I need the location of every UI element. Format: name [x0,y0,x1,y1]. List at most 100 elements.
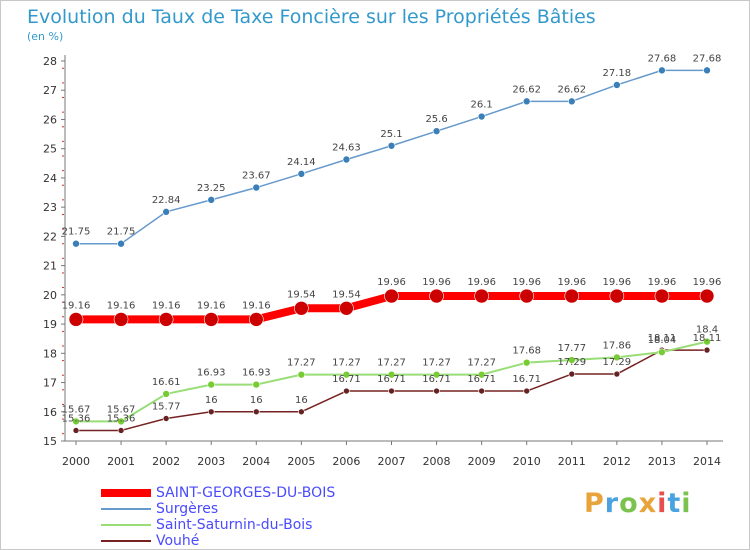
legend-item-surgeres: Surgères [101,501,421,517]
data-label-vouhe: 16.71 [422,374,451,385]
data-label-saint-georges: 19.96 [603,277,632,288]
data-point-surgeres [432,127,441,135]
data-point-saint-georges [384,288,399,304]
data-point-saint-saturnin [567,356,576,364]
y-tick-label: 23 [43,201,57,214]
data-point-saint-saturnin [207,380,216,389]
legend-label: SAINT-GEORGES-DU-BOIS [156,485,336,501]
data-label-vouhe: 16 [295,395,308,406]
y-tick-label: 27 [43,84,57,97]
legend-item-saint-georges: SAINT-GEORGES-DU-BOIS [101,485,421,501]
data-point-surgeres [207,196,216,204]
data-point-surgeres [117,239,125,248]
brand-letter: P [584,488,605,519]
x-tick-label: 2011 [558,455,586,468]
data-label-saint-saturnin: 15.67 [107,404,136,415]
x-tick-label: 2002 [152,455,180,468]
data-point-vouhe [613,370,621,378]
x-tick-label: 2014 [693,455,721,468]
x-tick-label: 2000 [62,455,90,468]
data-point-vouhe [523,387,531,395]
data-point-vouhe [433,387,440,395]
legend-swatch [101,540,151,542]
y-tick-label: 18 [43,347,57,360]
data-point-surgeres [477,112,486,121]
brand-letter: o [619,488,639,519]
legend-item-vouhe: Vouhé [101,533,421,549]
brand-letter: r [604,488,620,519]
data-point-vouhe [72,427,80,434]
data-label-vouhe: 17.29 [557,357,586,368]
data-label-saint-saturnin: 17.68 [512,346,541,357]
data-point-saint-georges [68,312,84,327]
legend-label: Surgères [156,501,219,517]
y-tick-label: 28 [43,55,57,68]
data-point-saint-georges [564,288,580,304]
data-point-saint-georges [248,312,264,327]
brand-letter: i [681,488,692,519]
data-point-surgeres [297,170,306,178]
data-point-surgeres [522,97,531,106]
data-point-surgeres [252,183,261,192]
x-tick-label: 2012 [603,455,631,468]
data-label-saint-georges: 19.96 [648,277,677,288]
y-tick-label: 25 [43,143,57,156]
data-point-vouhe [703,346,711,354]
data-point-saint-georges [474,288,489,304]
data-point-surgeres [387,141,396,150]
data-point-saint-georges [519,288,535,304]
y-tick-label: 16 [43,406,57,419]
data-point-saint-georges [113,312,129,327]
data-label-surgeres: 26.62 [512,84,541,95]
data-label-saint-saturnin: 17.27 [377,358,406,369]
data-label-vouhe: 15.36 [62,413,91,424]
y-tick-label: 20 [43,289,57,302]
x-tick-label: 2003 [197,455,225,468]
data-label-vouhe: 16.71 [467,374,496,385]
data-label-surgeres: 26.62 [557,84,586,95]
data-label-saint-georges: 19.16 [242,300,271,311]
data-label-saint-georges: 19.54 [332,289,361,300]
y-tick-label: 19 [43,318,57,331]
x-tick-label: 2005 [287,455,315,468]
data-label-vouhe: 18.11 [648,333,677,344]
data-label-surgeres: 24.14 [287,157,316,168]
data-point-surgeres [703,66,711,75]
data-point-saint-saturnin [162,390,170,398]
data-point-saint-saturnin [252,380,261,389]
data-label-surgeres: 21.75 [62,227,91,238]
data-point-vouhe [252,408,260,416]
y-tick-label: 24 [43,172,57,185]
legend-swatch [101,524,151,526]
data-label-vouhe: 16.71 [332,374,361,385]
data-label-surgeres: 25.6 [425,114,447,125]
data-label-saint-saturnin: 17.86 [603,340,632,351]
data-point-vouhe [162,415,170,422]
y-tick-label: 15 [43,435,57,448]
legend-item-saint-saturnin: Saint-Saturnin-du-Bois [101,517,421,533]
data-point-saint-georges [203,312,219,327]
data-point-saint-georges [654,288,670,304]
data-label-surgeres: 21.75 [107,227,136,238]
data-label-saint-georges: 19.54 [287,289,316,300]
data-point-saint-saturnin [658,348,666,356]
x-tick-label: 2006 [332,455,360,468]
data-label-vouhe: 15.77 [152,401,181,412]
data-label-surgeres: 23.67 [242,171,271,182]
data-point-vouhe [343,387,350,395]
data-point-vouhe [478,387,485,395]
brand-letter: t [667,488,682,519]
data-label-vouhe: 17.29 [603,357,632,368]
x-tick-label: 2007 [378,455,406,468]
data-label-vouhe: 16.71 [512,374,541,385]
data-label-surgeres: 23.25 [197,183,226,194]
data-point-saint-georges [339,300,354,316]
data-label-saint-saturnin: 18.04 [648,335,677,346]
brand-logo: Proxiti [584,488,692,519]
data-point-surgeres [567,97,576,106]
data-label-saint-georges: 19.96 [693,277,722,288]
data-label-saint-saturnin: 17.27 [287,358,316,369]
data-point-saint-saturnin [387,370,396,379]
data-point-vouhe [207,408,215,416]
